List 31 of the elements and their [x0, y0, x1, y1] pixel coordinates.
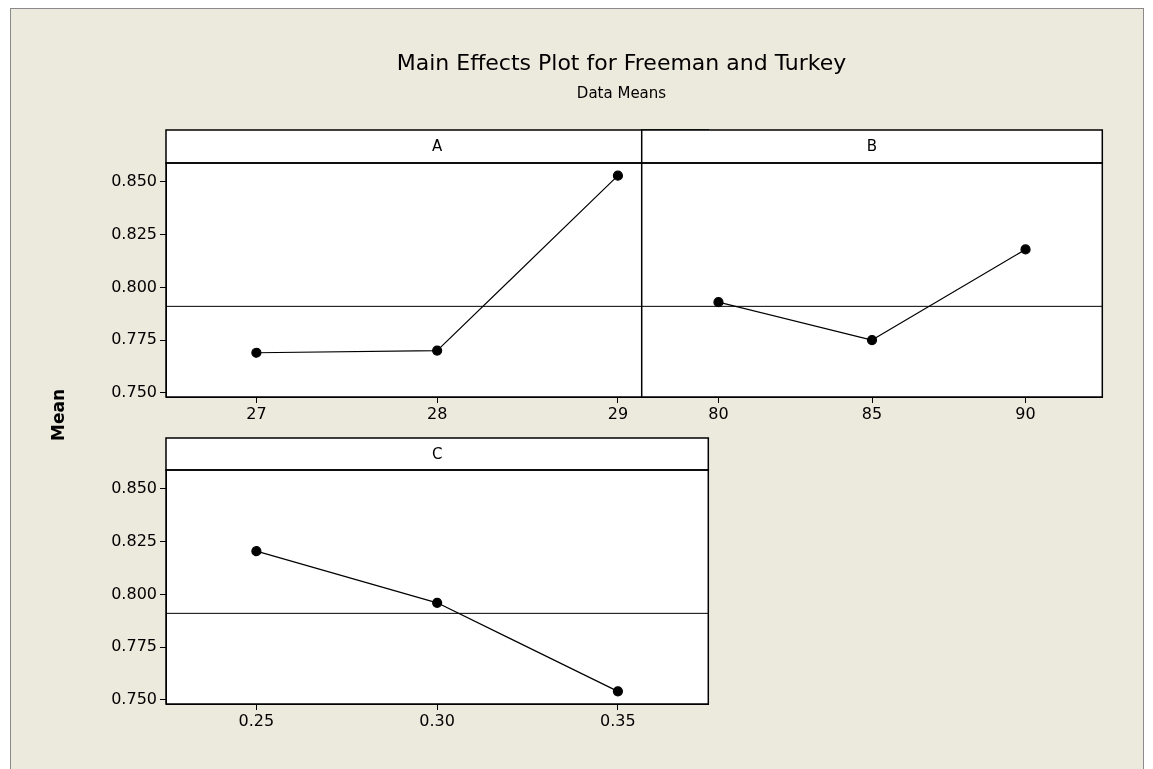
- y-tick-label: 0.850: [111, 478, 157, 498]
- chart-title: A: [432, 137, 444, 156]
- y-tick-label: 0.800: [111, 583, 157, 603]
- y-tick-label: 0.775: [111, 636, 157, 656]
- y-tick-label: 0.750: [111, 688, 157, 708]
- chart-title: C: [431, 444, 443, 463]
- x-tick-label: 27: [246, 403, 267, 423]
- x-tick-label: 0.25: [238, 710, 275, 730]
- x-tick-label: 28: [426, 403, 448, 423]
- y-tick-label: 0.825: [111, 530, 157, 550]
- y-tick-label: 0.800: [111, 276, 157, 296]
- text: Mean: [48, 388, 68, 442]
- point: [432, 597, 443, 608]
- point: [432, 345, 443, 356]
- point: [251, 347, 262, 358]
- x-tick-label: 80: [708, 403, 729, 423]
- x-tick-label: 85: [861, 403, 883, 423]
- point: [612, 686, 624, 697]
- x-tick-label: 29: [607, 403, 629, 423]
- x-tick-label: 0.35: [600, 710, 636, 730]
- point: [251, 546, 262, 557]
- y-tick-label: 0.750: [111, 381, 157, 401]
- point: [612, 170, 624, 181]
- y-tick-label: 0.775: [111, 329, 157, 349]
- text: Main Effects Plot for Freeman and Turkey: [395, 50, 848, 75]
- chart-title: B: [866, 137, 878, 156]
- x-tick-label: 90: [1015, 403, 1036, 423]
- y-tick-label: 0.825: [111, 223, 157, 243]
- text: Data Means: [575, 84, 668, 102]
- x-tick-label: 0.30: [419, 710, 455, 730]
- y-tick-label: 0.850: [111, 171, 157, 191]
